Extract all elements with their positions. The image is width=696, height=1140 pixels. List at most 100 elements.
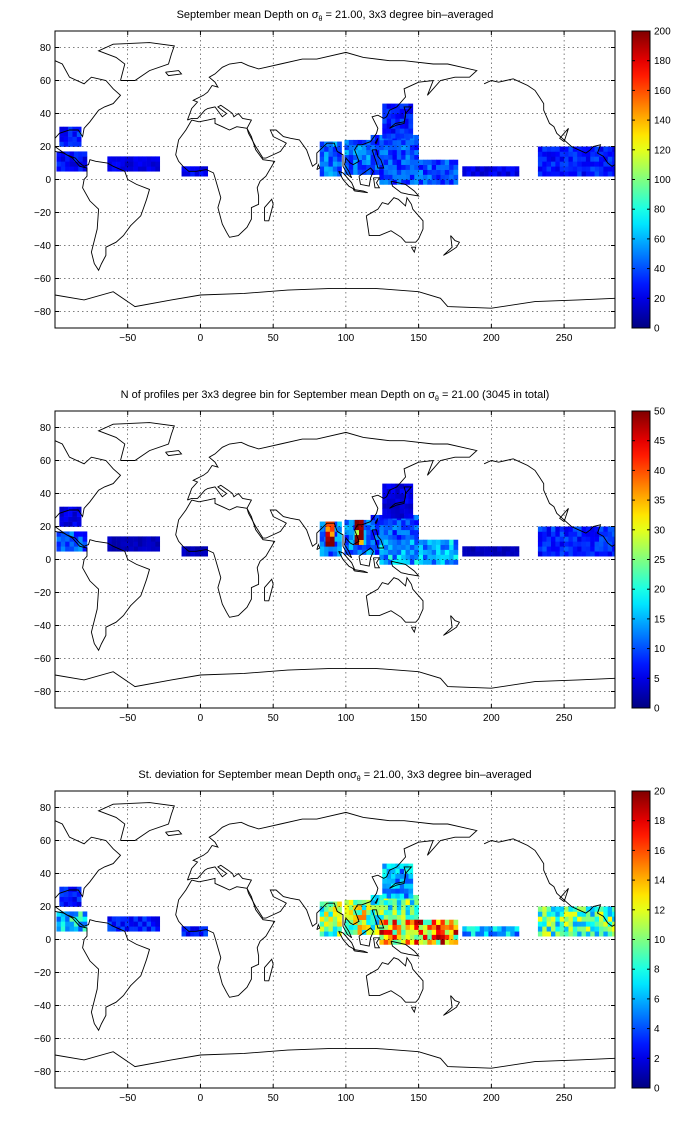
bin-cell	[449, 559, 454, 565]
bin-cell	[404, 508, 409, 514]
bin-cell	[621, 166, 626, 171]
bin-cell	[423, 559, 428, 565]
bin-cell	[401, 934, 406, 940]
bin-cell	[453, 559, 459, 565]
bin-cell	[366, 524, 371, 531]
bin-cell	[328, 911, 334, 917]
bin-cell	[497, 551, 502, 557]
bin-cell	[427, 174, 433, 180]
bin-cell	[572, 921, 578, 927]
bin-cell	[73, 166, 79, 172]
bin-cell	[388, 174, 393, 180]
bin-cell	[590, 541, 595, 547]
bin-cell	[479, 171, 485, 177]
bin-cell	[375, 919, 380, 925]
bin-cell	[396, 164, 402, 170]
bin-cell	[194, 551, 200, 557]
bin-cell	[590, 526, 595, 532]
bin-cell	[401, 169, 406, 175]
bin-cell	[65, 541, 70, 547]
bin-cell	[405, 559, 411, 565]
bin-cell	[396, 559, 402, 565]
bin-cell	[537, 151, 543, 157]
bin-cell	[401, 519, 406, 526]
bin-cell	[124, 156, 130, 162]
bin-cell	[382, 128, 387, 134]
bin-cell	[391, 503, 396, 509]
bin-cell	[594, 916, 600, 922]
bin-cell	[388, 934, 393, 940]
coastline	[55, 146, 151, 272]
bin-cell	[73, 546, 79, 552]
bin-cell	[375, 534, 380, 540]
bin-cell	[488, 926, 494, 932]
coastline	[373, 557, 381, 569]
bin-cell	[395, 128, 401, 134]
bin-cell	[332, 926, 338, 932]
bin-cell	[78, 911, 83, 917]
bin-cell	[414, 154, 419, 160]
bin-cell	[559, 166, 565, 172]
bin-cell	[382, 503, 387, 509]
bin-cell	[546, 171, 552, 177]
bin-cell	[581, 156, 587, 162]
bin-cell	[590, 931, 595, 937]
bin-cell	[328, 906, 334, 912]
bin-cell	[616, 536, 621, 541]
bin-cell	[332, 146, 338, 152]
bin-cell	[431, 549, 437, 555]
bin-cell	[607, 931, 613, 937]
bin-cell	[76, 506, 82, 512]
x-tick-label: 0	[198, 333, 204, 344]
bin-cell	[361, 154, 367, 160]
bin-cell	[391, 883, 396, 889]
bin-cell	[408, 498, 414, 504]
bin-cell	[555, 171, 561, 177]
bin-cell	[348, 904, 354, 911]
bin-cell	[564, 156, 569, 162]
bin-cell	[404, 863, 409, 869]
bin-cell	[107, 156, 113, 162]
bin-cell	[82, 536, 88, 542]
bin-cell	[414, 519, 419, 526]
bin-cell	[382, 868, 387, 874]
bin-cell	[555, 151, 561, 157]
bin-cell	[581, 526, 587, 532]
bin-cell	[568, 546, 574, 552]
bin-cell	[137, 546, 143, 552]
bin-cell	[408, 113, 414, 119]
bin-cell	[56, 926, 62, 932]
coastline	[373, 937, 381, 949]
bin-cell	[332, 916, 338, 922]
bin-cell	[405, 144, 411, 151]
bin-cell	[612, 526, 615, 532]
bin-cell	[324, 161, 329, 167]
bin-cell	[568, 151, 574, 157]
bin-cell	[497, 926, 502, 932]
bin-cell	[391, 888, 396, 894]
bin-cell	[190, 926, 195, 932]
bin-cell	[594, 926, 600, 932]
bin-cell	[357, 164, 363, 170]
bin-cell	[382, 108, 387, 114]
bin-cell	[375, 524, 380, 531]
bin-cell	[388, 929, 393, 935]
bin-cell	[444, 539, 450, 545]
bin-cell	[414, 164, 419, 170]
bin-cell	[537, 906, 543, 912]
bin-cell	[621, 156, 626, 161]
bin-cell	[594, 536, 600, 542]
bin-cell	[555, 146, 561, 152]
bin-cell	[409, 934, 415, 940]
bin-cell	[418, 164, 424, 170]
coastline	[374, 138, 379, 144]
bin-cell	[386, 508, 392, 514]
bin-cell	[572, 151, 578, 157]
bin-cell	[76, 136, 82, 142]
bin-cell	[395, 888, 401, 894]
bin-cell	[388, 924, 393, 930]
map-panel-std-dev: St. deviation for September mean Depth o…	[0, 760, 696, 1140]
bin-cell	[405, 929, 411, 935]
bin-cell	[559, 926, 565, 932]
bin-cell	[116, 156, 121, 162]
